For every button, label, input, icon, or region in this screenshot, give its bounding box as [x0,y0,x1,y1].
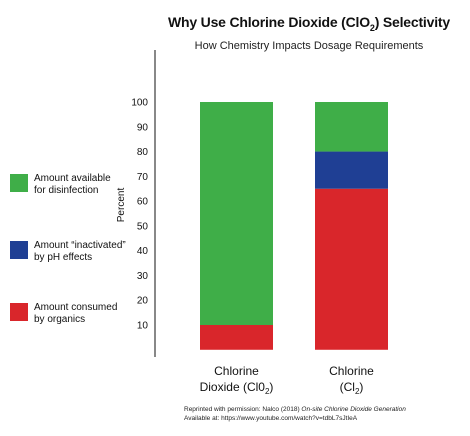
y-tick-label: 90 [137,122,149,133]
bar-consumed-1 [200,325,273,350]
chart-subtitle: How Chemistry Impacts Dosage Requirement… [194,40,424,52]
credit-note: Reprinted with permission: Nalco (2018) … [184,406,406,422]
bar-consumed-2 [315,188,388,350]
y-axis-label: Percent [116,188,127,223]
legend-swatch [10,174,28,192]
legend-label: Amount consumed by organics [34,302,118,325]
legend-label: Amount “inactivated” by pH effects [34,240,126,263]
y-tick-label: 40 [137,246,149,257]
legend-item-consumed: Amount consumed by organics [10,302,134,326]
legend-item-available: Amount available for disinfection [10,173,134,197]
x-tick-label-line1: Chlorine [214,364,259,378]
x-tick-label-line2: Dioxide (Cl02) [200,380,274,396]
bar-available-2 [315,102,388,152]
y-tick-label: 30 [137,271,149,282]
legend-item-inactivated: Amount “inactivated” by pH effects [10,240,134,264]
x-tick-label-line1: Chlorine [329,364,374,378]
y-tick-label: 10 [137,321,149,332]
y-tick-label: 70 [137,172,149,183]
legend-label: Amount available for disinfection [34,173,111,196]
chart-title: Why Use Chlorine Dioxide (ClO2) Selectiv… [168,14,450,33]
y-tick-label: 100 [131,98,148,109]
legend-swatch [10,303,28,321]
y-tick-label: 20 [137,296,149,307]
legend-swatch [10,241,28,259]
bar-inactivated-2 [315,151,388,189]
bar-available-1 [200,102,273,325]
y-tick-label: 80 [137,147,149,158]
x-tick-label-line2: (Cl2) [340,380,364,396]
y-tick-label: 50 [137,221,149,232]
y-tick-label: 60 [137,197,149,208]
